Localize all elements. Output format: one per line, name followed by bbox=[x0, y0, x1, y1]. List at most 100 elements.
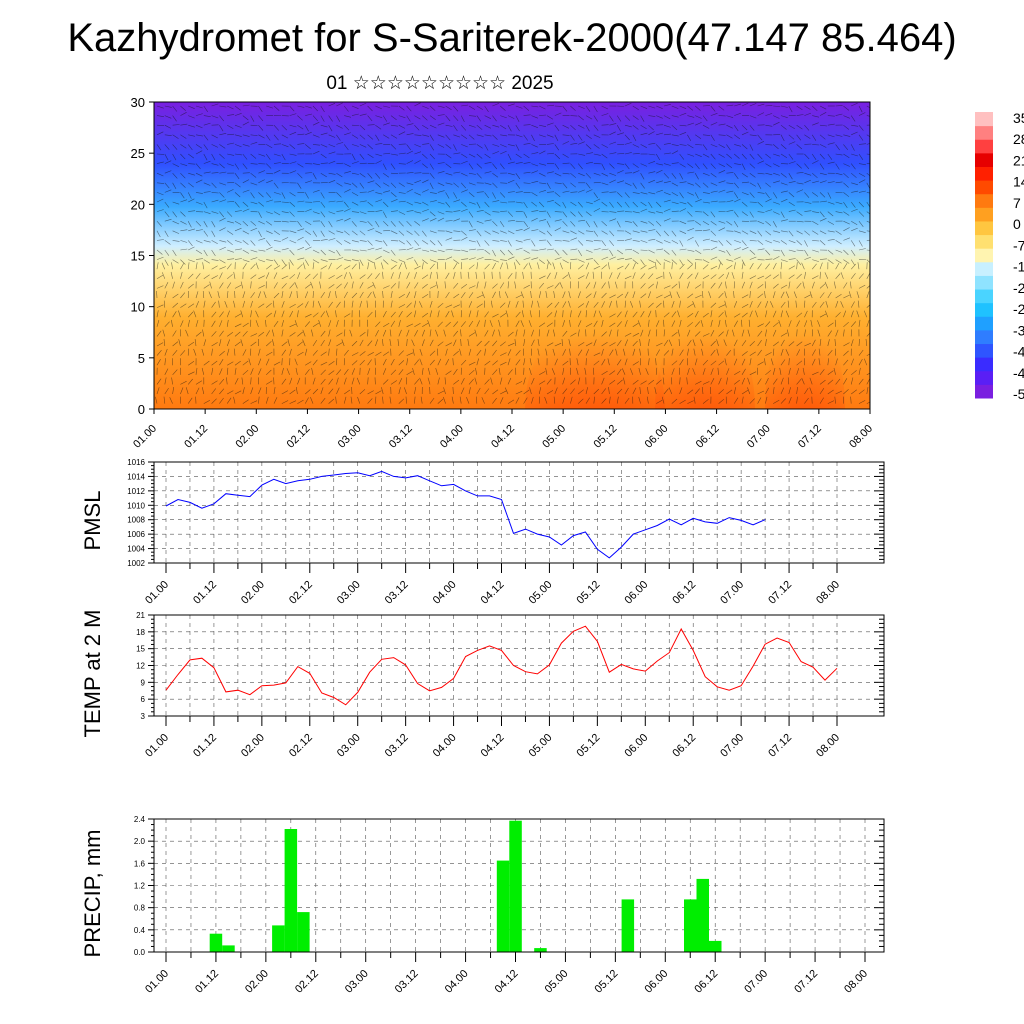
wind-barb bbox=[694, 192, 699, 199]
wind-barb bbox=[570, 310, 572, 318]
wind-barb bbox=[297, 257, 305, 260]
wind-barb bbox=[796, 396, 798, 404]
wind-barb bbox=[718, 240, 724, 246]
wind-barb bbox=[468, 320, 474, 327]
wind-barb bbox=[414, 291, 417, 299]
wind-barb bbox=[585, 182, 591, 189]
wind-barb bbox=[289, 131, 297, 136]
wind-barb bbox=[796, 259, 802, 266]
wind-barb bbox=[624, 310, 628, 318]
wind-barb bbox=[539, 190, 546, 193]
wind-barb bbox=[765, 310, 768, 318]
wind-barb bbox=[375, 230, 382, 234]
wind-barb bbox=[343, 349, 349, 356]
wind-barb bbox=[765, 263, 770, 270]
wind-barb bbox=[328, 284, 335, 289]
wind-barb bbox=[500, 361, 507, 366]
wind-barb bbox=[593, 396, 595, 404]
wind-barb bbox=[515, 359, 521, 366]
wind-barb bbox=[311, 329, 314, 337]
wind-barb bbox=[188, 198, 195, 203]
wind-barb bbox=[188, 371, 195, 376]
wind-barb bbox=[818, 348, 821, 356]
wind-barb bbox=[375, 192, 383, 195]
wind-barb bbox=[335, 310, 337, 318]
wind-barb bbox=[812, 115, 820, 118]
wind-barb bbox=[531, 124, 539, 128]
wind-barb bbox=[577, 398, 584, 404]
wind-barb bbox=[780, 339, 785, 347]
wind-barb bbox=[772, 378, 778, 385]
wind-barb bbox=[422, 218, 429, 222]
precip-bar bbox=[709, 940, 722, 952]
wind-barb bbox=[749, 351, 756, 356]
wind-barb bbox=[593, 310, 597, 318]
wind-barb bbox=[710, 200, 718, 203]
wind-barb bbox=[468, 301, 473, 308]
wind-barb bbox=[406, 257, 414, 260]
wind-barb bbox=[273, 320, 279, 327]
wind-barb bbox=[359, 249, 367, 252]
wind-barb bbox=[827, 211, 834, 217]
wind-barb bbox=[406, 115, 411, 122]
wind-barb bbox=[802, 367, 805, 375]
wind-barb bbox=[422, 105, 429, 109]
wind-barb bbox=[453, 350, 459, 356]
wind-barb bbox=[468, 264, 475, 270]
wind-barb bbox=[663, 388, 669, 395]
wind-barb bbox=[734, 370, 741, 376]
wind-barb bbox=[351, 161, 359, 164]
wind-barb bbox=[351, 221, 357, 227]
wind-barb bbox=[640, 283, 646, 289]
wind-barb bbox=[156, 262, 159, 270]
wind-barb bbox=[639, 339, 641, 347]
wind-barb bbox=[453, 210, 461, 212]
wind-barb bbox=[616, 272, 621, 279]
wind-barb bbox=[250, 281, 252, 289]
wind-barb bbox=[765, 153, 772, 159]
heatmap-ytick-label: 20 bbox=[131, 197, 145, 212]
wind-barb bbox=[242, 300, 245, 308]
wind-barb bbox=[498, 291, 501, 299]
wind-barb bbox=[499, 221, 505, 228]
wind-barb bbox=[484, 249, 491, 255]
wind-barb bbox=[226, 290, 229, 299]
wind-barb bbox=[203, 399, 211, 404]
wind-barb bbox=[312, 339, 318, 347]
wind-barb bbox=[593, 125, 599, 131]
wind-barb bbox=[656, 169, 663, 174]
colorbar-swatch bbox=[975, 152, 993, 167]
wind-barb bbox=[632, 387, 637, 395]
wind-barb bbox=[856, 310, 860, 318]
wind-barb bbox=[671, 182, 679, 187]
wind-barb bbox=[812, 192, 819, 197]
wind-barb bbox=[663, 329, 666, 337]
wind-barb bbox=[242, 179, 250, 184]
wind-barb bbox=[648, 124, 654, 131]
wind-barb bbox=[484, 115, 492, 119]
wind-barb bbox=[616, 311, 622, 318]
xtick-label: 07.00 bbox=[718, 579, 746, 607]
wind-barb bbox=[827, 322, 834, 328]
wind-barb bbox=[687, 105, 694, 111]
wind-barb bbox=[390, 182, 397, 189]
wind-barb bbox=[726, 134, 733, 139]
wind-barb bbox=[656, 294, 663, 299]
wind-barb bbox=[476, 310, 479, 318]
chart-title: Kazhydromet for S-Sariterek-2000(47.147 … bbox=[67, 16, 957, 60]
wind-barb bbox=[484, 124, 492, 129]
heatmap-xtick-label: 03.00 bbox=[336, 423, 364, 451]
wind-barb bbox=[757, 211, 765, 213]
wind-barb bbox=[632, 201, 638, 208]
wind-barb bbox=[724, 291, 727, 299]
wind-barb bbox=[422, 179, 429, 184]
wind-barb bbox=[598, 310, 602, 318]
wind-barb bbox=[414, 272, 417, 279]
wind-barb bbox=[250, 377, 252, 385]
wind-barb bbox=[554, 227, 562, 232]
wind-barb bbox=[414, 247, 422, 251]
wind-barb bbox=[702, 274, 710, 280]
wind-barb bbox=[258, 396, 260, 404]
wind-barb bbox=[453, 293, 460, 299]
wind-barb bbox=[263, 291, 267, 299]
